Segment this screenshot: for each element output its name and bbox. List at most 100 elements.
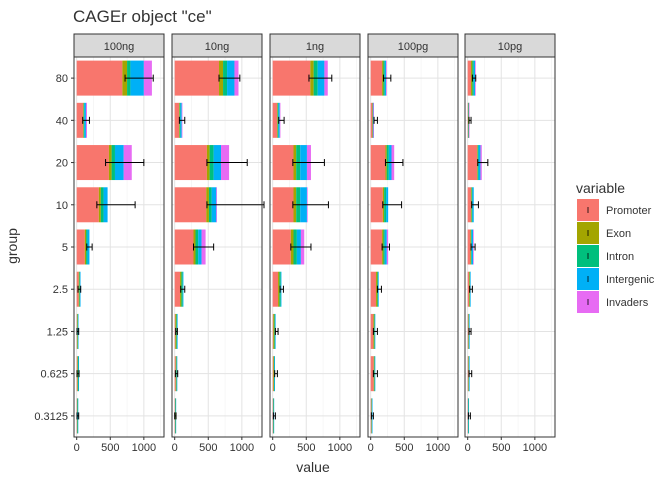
bar-promoter-1.25 — [467, 313, 469, 349]
bar-exon-0.625 — [273, 356, 275, 392]
y-tick-label: 0.625 — [40, 369, 68, 381]
error-bar-10 — [471, 201, 479, 209]
error-bar-20 — [477, 159, 489, 167]
x-tick-label: 1000 — [230, 442, 254, 454]
legend-item-intron: Intron — [577, 245, 634, 267]
y-tick-label: 1.25 — [47, 326, 68, 338]
error-bar-1.25 — [468, 327, 472, 335]
error-bar-80 — [218, 74, 241, 82]
error-bar-40 — [82, 116, 90, 124]
x-tick-label: 500 — [297, 442, 315, 454]
bar-exon-40 — [372, 102, 373, 138]
error-bar-40 — [178, 116, 186, 124]
panel-border — [464, 56, 556, 438]
bar-promoter-10 — [467, 187, 472, 223]
error-bar-10 — [206, 201, 265, 209]
bar-promoter-5 — [174, 229, 194, 265]
error-bar-2.5 — [469, 285, 473, 293]
bar-exon-40 — [468, 102, 469, 138]
bar-promoter-5 — [467, 229, 471, 265]
bar-promoter-1.25 — [174, 313, 176, 349]
bar-exon-5 — [84, 229, 87, 265]
facet-strip-label: 10pg — [498, 41, 522, 53]
y-tick-label: 20 — [56, 158, 68, 170]
y-tick-label: 40 — [56, 115, 68, 127]
legend-label: Exon — [606, 228, 631, 240]
x-tick-label: 0 — [270, 442, 276, 454]
error-bars — [370, 74, 404, 420]
error-bar-5 — [192, 243, 215, 251]
y-tick-label: 0.3125 — [34, 411, 68, 423]
error-bar-10 — [96, 201, 136, 209]
x-tick-label: 1000 — [523, 442, 547, 454]
error-bar-80 — [308, 74, 333, 82]
y-tick-label: 80 — [56, 73, 68, 85]
error-bar-0.625 — [274, 370, 278, 378]
bar-promoter-10 — [76, 187, 99, 223]
legend: variable Promoter Exon Intron Intergenic Inv… — [576, 180, 655, 313]
error-bar-1.25 — [76, 327, 80, 335]
error-bar-5 — [470, 243, 476, 251]
panel-100pg: 100pg 0 500 1000 — [367, 33, 459, 454]
bar-promoter-80 — [76, 60, 123, 96]
error-bar-0.3125 — [467, 412, 471, 420]
error-bar-0.625 — [372, 370, 378, 378]
bar-promoter-0.625 — [370, 356, 374, 392]
bar-promoter-80 — [272, 60, 311, 96]
y-tick-label: 2.5 — [53, 284, 68, 296]
x-axis-ticks: 0 500 1000 — [270, 437, 352, 454]
error-bars — [174, 74, 265, 420]
error-bars — [467, 74, 489, 420]
bar-exon-40 — [277, 102, 278, 138]
panel-100ng: 100ng 0 500 1000 — [73, 33, 165, 454]
bar-promoter-20 — [76, 145, 109, 181]
legend-label: Intergenic — [606, 274, 655, 286]
legend-item-promoter: Promoter — [577, 199, 652, 221]
bar-promoter-1.25 — [272, 313, 274, 349]
chart-title: CAGEr object "ce" — [73, 7, 212, 26]
bar-promoter-20 — [370, 145, 386, 181]
error-bar-2.5 — [77, 285, 82, 293]
error-bar-10 — [382, 201, 403, 209]
panel-1ng: 1ng 0 500 1000 — [269, 33, 361, 454]
bar-exon-80 — [471, 60, 473, 96]
bar-intergenic-40 — [373, 102, 374, 138]
bar-promoter-2.5 — [370, 271, 377, 307]
bar-promoter-20 — [174, 145, 207, 181]
bar-promoter-5 — [272, 229, 291, 265]
x-tick-label: 0 — [465, 442, 471, 454]
error-bar-20 — [206, 159, 248, 167]
error-bar-0.625 — [468, 370, 473, 378]
error-bar-2.5 — [279, 285, 284, 293]
y-tick-label: 5 — [62, 242, 68, 254]
bar-promoter-40 — [272, 102, 278, 138]
legend-label: Intron — [606, 251, 634, 263]
bar-promoter-40 — [467, 102, 469, 138]
error-bar-5 — [381, 243, 390, 251]
panel-10pg: 10pg 0 500 1000 — [464, 33, 556, 454]
bar-promoter-2.5 — [272, 271, 279, 307]
bar-promoter-40 — [76, 102, 84, 138]
bar-promoter-1.25 — [370, 313, 374, 349]
bar-promoter-2.5 — [174, 271, 181, 307]
legend-item-intergenic: Intergenic — [577, 268, 655, 290]
error-bars — [272, 74, 333, 420]
legend-item-exon: Exon — [577, 222, 631, 244]
y-tick-label: 10 — [56, 200, 68, 212]
facet-strip-label: 1ng — [306, 41, 324, 53]
x-axis-label: value — [296, 459, 330, 475]
legend-label: Invaders — [606, 297, 649, 309]
x-tick-label: 500 — [395, 442, 413, 454]
error-bar-5 — [290, 243, 312, 251]
bar-intron-40 — [372, 102, 374, 138]
facet-strip-label: 10ng — [205, 41, 229, 53]
bar-promoter-5 — [370, 229, 383, 265]
x-axis-ticks: 0 500 1000 — [368, 437, 450, 454]
bar-promoter-80 — [174, 60, 220, 96]
bar-promoter-0.625 — [467, 356, 469, 392]
legend-title: variable — [576, 180, 625, 196]
bar-promoter-2.5 — [467, 271, 470, 307]
legend-item-invaders: Invaders — [577, 291, 649, 313]
error-bar-80 — [471, 74, 477, 82]
